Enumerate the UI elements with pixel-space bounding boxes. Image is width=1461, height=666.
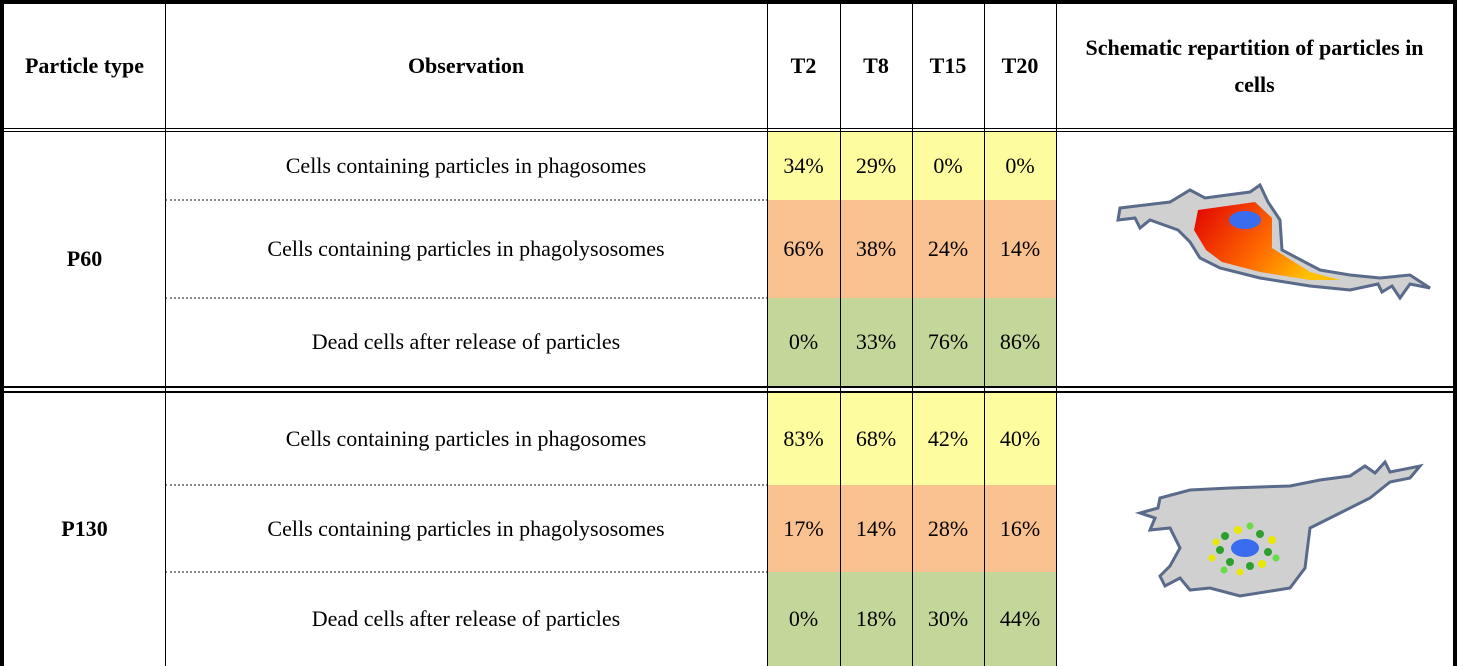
border-line <box>165 0 166 666</box>
value-cell: 29% <box>840 132 912 200</box>
value-cell: 68% <box>840 392 912 485</box>
border-line <box>912 0 913 666</box>
observation: Cells containing particles in phagolysos… <box>165 485 767 572</box>
value-cell: 16% <box>984 485 1056 572</box>
header-cell: Observation <box>165 4 767 128</box>
cell-schematic-p60 <box>1110 180 1440 310</box>
observation: Dead cells after release of particles <box>165 572 767 666</box>
particle-type: P130 <box>4 392 165 666</box>
value-cell: 0% <box>912 132 984 200</box>
value-cell: 86% <box>984 298 1056 386</box>
border-line <box>840 0 841 666</box>
observation: Cells containing particles in phagolysos… <box>165 200 767 298</box>
value-cell: 76% <box>912 298 984 386</box>
value-cell: 33% <box>840 298 912 386</box>
value-cell: 14% <box>984 200 1056 298</box>
observation: Cells containing particles in phagosomes <box>165 392 767 485</box>
value-cell: 30% <box>912 572 984 666</box>
value-cell: 0% <box>767 298 840 386</box>
value-cell: 14% <box>840 485 912 572</box>
value-cell: 28% <box>912 485 984 572</box>
value-cell: 40% <box>984 392 1056 485</box>
value-cell: 34% <box>767 132 840 200</box>
value-cell: 38% <box>840 200 912 298</box>
header-cell: T15 <box>912 4 984 128</box>
value-cell: 44% <box>984 572 1056 666</box>
observation: Cells containing particles in phagosomes <box>165 132 767 200</box>
border-line <box>1453 0 1457 666</box>
border-line <box>767 0 768 666</box>
header-cell: T2 <box>767 4 840 128</box>
border-line <box>984 0 985 666</box>
value-cell: 0% <box>767 572 840 666</box>
value-cell: 18% <box>840 572 912 666</box>
border-line <box>0 0 4 666</box>
particle-type: P60 <box>4 132 165 386</box>
header-cell: T8 <box>840 4 912 128</box>
border-line <box>0 391 1457 393</box>
value-cell: 83% <box>767 392 840 485</box>
value-cell: 17% <box>767 485 840 572</box>
value-cell: 66% <box>767 200 840 298</box>
border-line <box>0 386 1457 388</box>
border-line <box>1056 0 1057 666</box>
header-cell: Particle type <box>4 4 165 128</box>
table-page: 44%30%18%0%Dead cells after release of p… <box>0 0 1461 666</box>
observation: Dead cells after release of particles <box>165 298 767 386</box>
border-line <box>0 131 1457 132</box>
value-cell: 24% <box>912 200 984 298</box>
border-line <box>0 0 1457 4</box>
header-cell: Schematic repartition of particles in ce… <box>1056 4 1453 128</box>
border-line <box>0 128 1457 129</box>
cell-schematic-p130 <box>1120 458 1440 608</box>
header-cell: T20 <box>984 4 1056 128</box>
value-cell: 42% <box>912 392 984 485</box>
value-cell: 0% <box>984 132 1056 200</box>
